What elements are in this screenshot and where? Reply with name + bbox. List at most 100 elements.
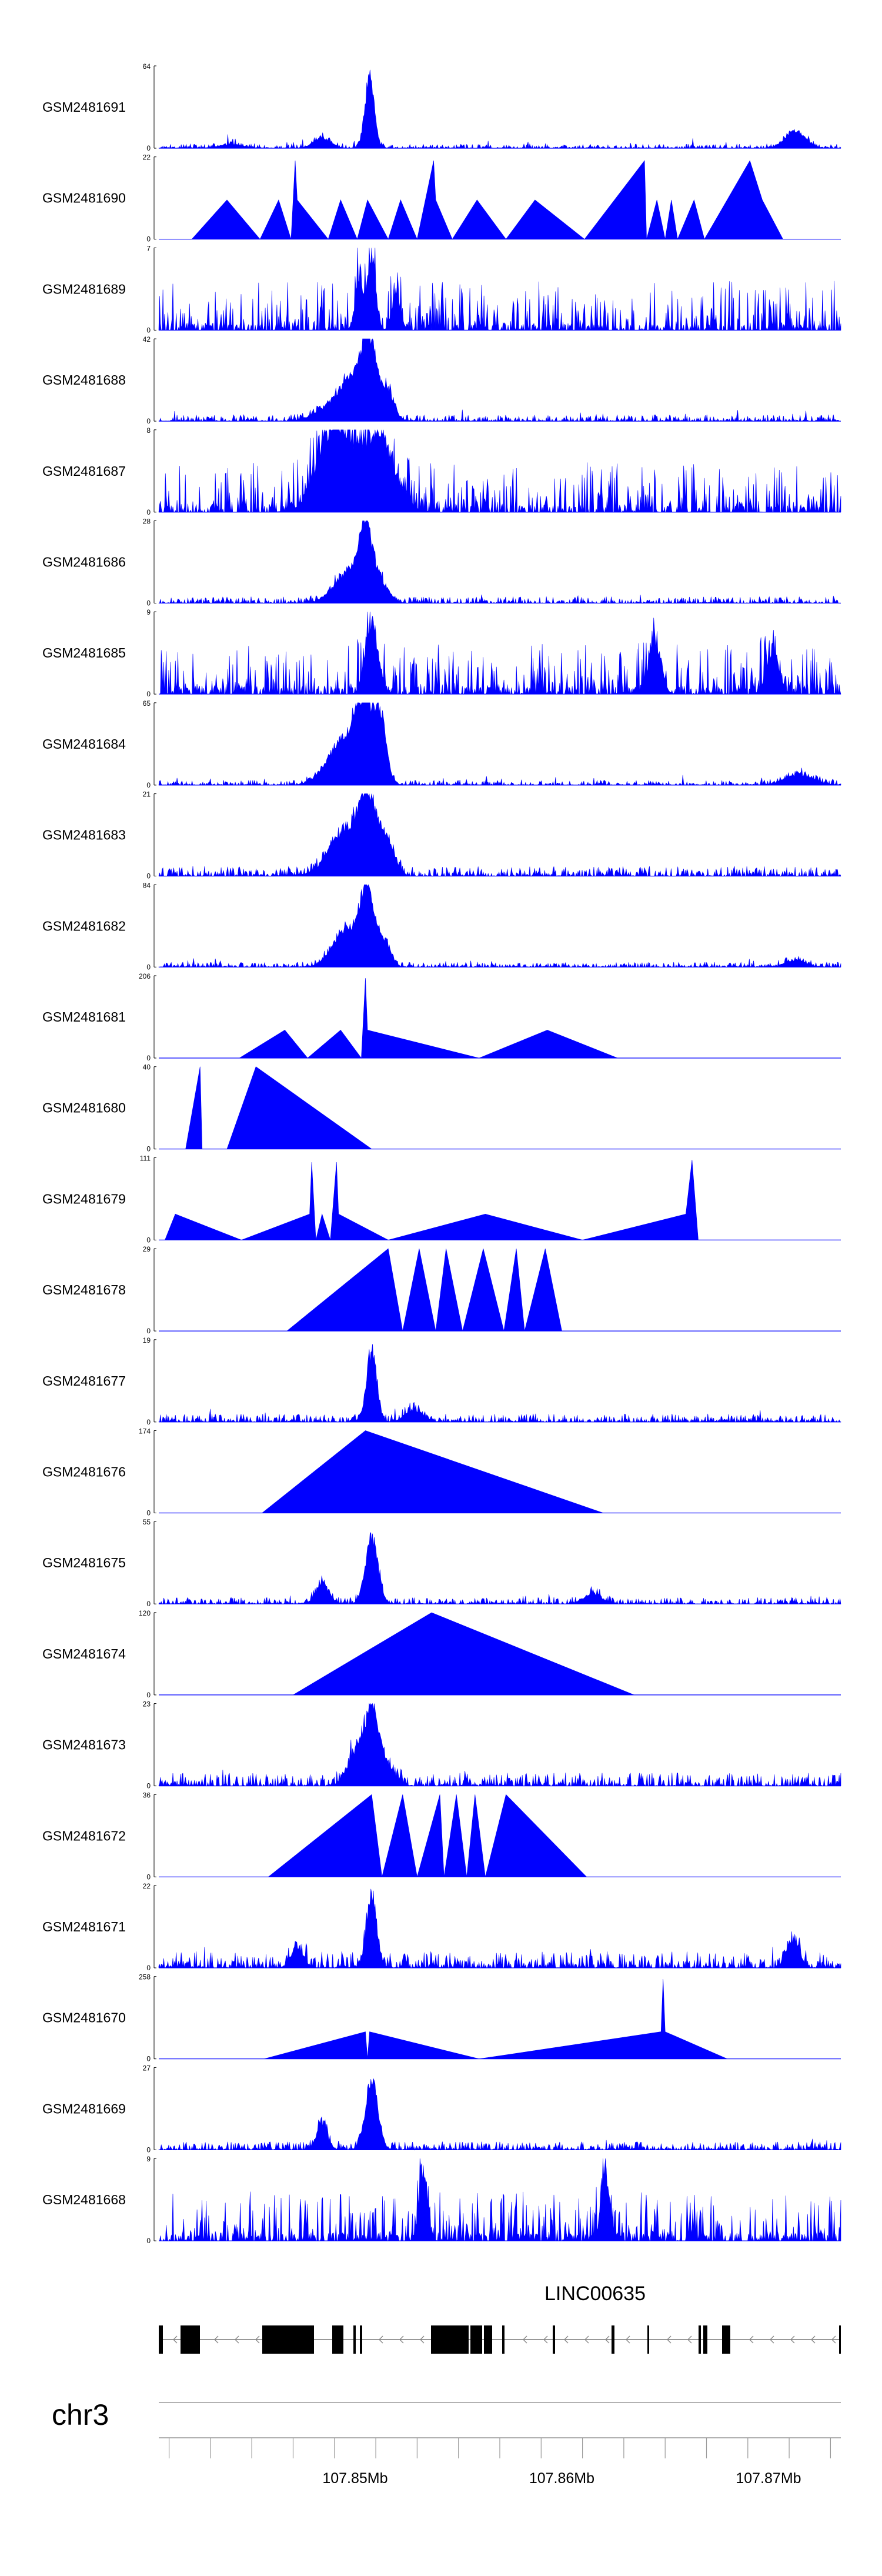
coverage-area: [185, 1066, 373, 1149]
track-label: GSM2481669: [42, 2101, 126, 2116]
y-min-label: 0: [146, 1054, 151, 1062]
strand-arrow: [811, 2335, 816, 2344]
y-max-label: 64: [143, 62, 151, 71]
track-label: GSM2481670: [42, 2010, 126, 2026]
gene-exon: [262, 2325, 314, 2354]
y-max-label: 21: [143, 790, 151, 799]
y-max-label: 22: [143, 154, 151, 162]
strand-arrow: [584, 2335, 589, 2344]
track-label: GSM2481680: [42, 1100, 126, 1116]
gene-exon: [484, 2325, 492, 2354]
track-GSM2481676: GSM2481676 174 0: [42, 1427, 841, 1517]
coverage-area: [158, 1532, 841, 1605]
track-label: GSM2481679: [42, 1191, 126, 1206]
y-max-label: 55: [143, 1518, 151, 1526]
strand-arrow: [687, 2335, 692, 2344]
strand-arrow: [543, 2335, 548, 2344]
coverage-area: [158, 1344, 842, 1423]
strand-arrow: [214, 2335, 219, 2344]
y-max-label: 23: [143, 1700, 151, 1709]
y-max-label: 258: [139, 1973, 151, 1981]
track-GSM2481683: GSM2481683 21 0: [42, 790, 841, 880]
track-GSM2481691: GSM2481691 64 0: [42, 62, 841, 152]
strand-arrow: [420, 2335, 425, 2344]
gene-exon: [431, 2325, 469, 2354]
track-label: GSM2481678: [42, 1282, 126, 1297]
gene-exon: [360, 2325, 362, 2354]
y-max-label: 111: [140, 1154, 151, 1162]
y-min-label: 0: [146, 1600, 151, 1608]
y-max-label: 120: [139, 1609, 151, 1617]
axis-tick-label: 107.86Mb: [529, 2470, 594, 2487]
track-label: GSM2481686: [42, 555, 126, 570]
y-min-label: 0: [146, 1873, 151, 1881]
track-GSM2481678: GSM2481678 29 0: [42, 1245, 841, 1335]
y-min-label: 0: [146, 599, 151, 608]
track-GSM2481673: GSM2481673 23 0: [42, 1700, 841, 1790]
y-max-label: 174: [139, 1427, 151, 1436]
strand-arrow: [749, 2335, 754, 2344]
y-min-label: 0: [146, 2145, 151, 2154]
y-min-label: 0: [146, 1964, 151, 1972]
track-label: GSM2481685: [42, 645, 126, 660]
gene-exon: [332, 2325, 343, 2354]
coverage-area: [261, 1430, 603, 1513]
coverage-area: [158, 429, 841, 513]
gene-exon: [703, 2325, 707, 2354]
y-max-label: 7: [146, 244, 151, 252]
track-label: GSM2481690: [42, 191, 126, 206]
coverage-area: [239, 978, 618, 1059]
strand-arrow: [831, 2335, 836, 2344]
y-max-label: 36: [143, 1791, 151, 1799]
coverage-area: [165, 1160, 699, 1240]
coverage-area: [158, 1703, 841, 1787]
y-min-label: 0: [146, 2237, 151, 2245]
coverage-area: [158, 69, 841, 149]
track-label: GSM2481689: [42, 281, 126, 296]
coverage-area: [159, 2158, 841, 2242]
track-GSM2481675: GSM2481675 55 0: [42, 1518, 841, 1608]
track-GSM2481677: GSM2481677 19 0: [42, 1336, 842, 1426]
gene-exon: [181, 2325, 200, 2354]
y-min-label: 0: [146, 690, 151, 698]
axis-tick-label: 107.85Mb: [322, 2470, 387, 2487]
coverage-area: [292, 1612, 634, 1696]
track-label: GSM2481675: [42, 1555, 126, 1570]
y-max-label: 84: [143, 881, 151, 889]
gene-exon: [612, 2325, 614, 2354]
y-min-label: 0: [146, 2055, 151, 2063]
gene-model: LINC00635: [159, 2283, 841, 2354]
y-min-label: 0: [146, 1418, 151, 1426]
track-GSM2481668: GSM2481668 9 0: [42, 2155, 841, 2245]
track-label: GSM2481676: [42, 1464, 126, 1480]
chromosome-label: chr3: [52, 2398, 109, 2431]
strand-arrow: [605, 2335, 610, 2344]
strand-arrow: [626, 2335, 630, 2344]
y-min-label: 0: [146, 963, 151, 971]
y-min-label: 0: [146, 1782, 151, 1790]
track-GSM2481669: GSM2481669 27 0: [42, 2064, 841, 2154]
track-label: GSM2481677: [42, 1373, 126, 1389]
y-max-label: 19: [143, 1336, 151, 1344]
coverage-area: [286, 1248, 562, 1332]
coverage-area: [159, 612, 841, 695]
strand-arrow: [523, 2335, 527, 2344]
track-label: GSM2481688: [42, 372, 126, 388]
y-min-label: 0: [146, 144, 151, 152]
track-label: GSM2481681: [42, 1009, 126, 1025]
coverage-area: [158, 520, 841, 604]
y-max-label: 8: [146, 426, 151, 435]
track-GSM2481690: GSM2481690 22 0: [42, 154, 841, 243]
coverage-area: [158, 338, 841, 422]
track-label: GSM2481682: [42, 918, 126, 933]
strand-arrow: [770, 2335, 774, 2344]
y-min-label: 0: [146, 872, 151, 880]
y-max-label: 42: [143, 335, 151, 343]
y-min-label: 0: [146, 1145, 151, 1153]
genome-axis: chr3 107.85Mb 107.86Mb 107.87Mb: [52, 2398, 841, 2487]
strand-arrow: [379, 2335, 383, 2344]
tracks-layer: GSM2481691640GSM2481690220GSM248168970GS…: [42, 62, 842, 2245]
coverage-area: [268, 1794, 587, 1877]
coverage-area: [158, 248, 841, 331]
